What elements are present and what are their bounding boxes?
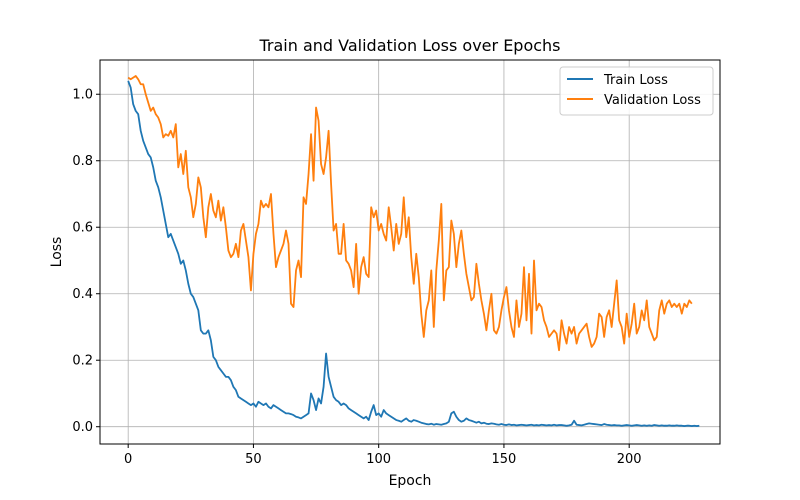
- y-axis-label: Loss: [49, 237, 65, 268]
- x-tick-label: 200: [617, 452, 642, 467]
- chart-title: Train and Validation Loss over Epochs: [258, 36, 560, 55]
- plot-frame: [99, 59, 721, 445]
- x-axis-label: Epoch: [389, 473, 432, 489]
- y-tick-label: 0.6: [72, 221, 93, 236]
- legend-label-validation: Validation Loss: [604, 93, 701, 108]
- legend: Train Loss Validation Loss: [559, 66, 714, 116]
- legend-label-train: Train Loss: [603, 73, 668, 88]
- x-tick-label: 0: [124, 452, 132, 467]
- y-tick-label: 1.0: [72, 88, 93, 103]
- x-axis-ticks: 0 50 100 150 200: [124, 444, 642, 467]
- x-tick-label: 50: [245, 452, 262, 467]
- y-axis-ticks: 0.0 0.2 0.4 0.6 0.8 1.0: [72, 88, 100, 435]
- train-loss-line: [127, 80, 700, 427]
- y-tick-label: 0.0: [72, 420, 93, 435]
- legend-box: [559, 66, 714, 116]
- x-tick-label: 150: [492, 452, 517, 467]
- x-tick-label: 100: [366, 452, 391, 467]
- y-tick-label: 0.4: [72, 287, 93, 302]
- y-tick-label: 0.2: [72, 354, 93, 369]
- y-tick-label: 0.8: [72, 154, 93, 169]
- series-layer: [127, 75, 700, 427]
- grid-lines: [100, 60, 720, 444]
- validation-loss-line: [127, 75, 693, 352]
